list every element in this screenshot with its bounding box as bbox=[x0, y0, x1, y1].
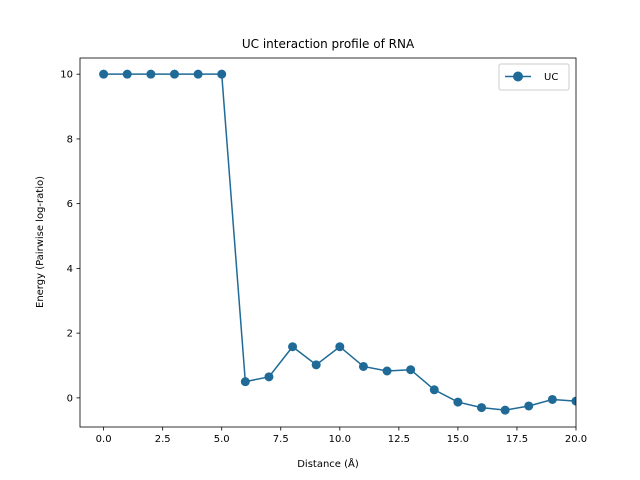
x-tick-label: 5.0 bbox=[214, 434, 230, 445]
data-point bbox=[311, 360, 321, 370]
data-point bbox=[429, 385, 439, 395]
data-point bbox=[99, 69, 109, 79]
data-point bbox=[335, 342, 345, 352]
data-point bbox=[240, 377, 250, 387]
y-axis: 0 2 4 6 8 10 bbox=[60, 70, 80, 404]
x-tick-label: 20.0 bbox=[565, 434, 587, 445]
data-point bbox=[524, 401, 534, 411]
x-tick-label: 17.5 bbox=[506, 434, 528, 445]
x-tick-label: 0.0 bbox=[96, 434, 112, 445]
chart-title: UC interaction profile of RNA bbox=[242, 37, 415, 51]
y-tick-label: 2 bbox=[67, 329, 73, 340]
y-axis-label: Energy (Pairwise log-ratio) bbox=[35, 176, 46, 308]
legend-frame bbox=[498, 63, 570, 91]
data-point bbox=[453, 397, 463, 407]
y-tick-label: 10 bbox=[60, 70, 73, 81]
data-point bbox=[358, 361, 368, 371]
x-tick-label: 15.0 bbox=[447, 434, 469, 445]
x-tick-label: 12.5 bbox=[388, 434, 410, 445]
y-tick-label: 6 bbox=[67, 199, 73, 210]
x-tick-label: 2.5 bbox=[155, 434, 171, 445]
data-point bbox=[547, 394, 557, 404]
data-point bbox=[217, 69, 227, 79]
x-tick-label: 7.5 bbox=[273, 434, 289, 445]
data-point bbox=[193, 69, 203, 79]
plot-area bbox=[79, 57, 577, 428]
data-point bbox=[122, 69, 132, 79]
y-tick-label: 0 bbox=[67, 393, 73, 404]
x-tick-label: 10.0 bbox=[329, 434, 351, 445]
legend-marker bbox=[513, 71, 523, 82]
plot-frame bbox=[79, 57, 577, 428]
data-point bbox=[500, 405, 510, 415]
data-point bbox=[264, 372, 274, 382]
data-point bbox=[406, 365, 416, 375]
y-tick-label: 8 bbox=[67, 134, 73, 145]
data-point bbox=[169, 69, 179, 79]
x-axis: 0.0 2.5 5.0 7.5 10.0 12.5 15.0 17.5 20.0 bbox=[96, 427, 587, 445]
legend-entry-uc: UC bbox=[544, 72, 558, 83]
series-line bbox=[103, 73, 576, 411]
legend: UC bbox=[498, 63, 570, 91]
y-tick-label: 4 bbox=[67, 264, 73, 275]
data-point bbox=[571, 396, 576, 406]
series-uc bbox=[99, 69, 576, 415]
data-point bbox=[146, 69, 156, 79]
data-point bbox=[477, 403, 487, 413]
data-point bbox=[382, 366, 392, 376]
x-axis-label: Distance (Å) bbox=[297, 457, 359, 470]
data-point bbox=[288, 342, 298, 352]
